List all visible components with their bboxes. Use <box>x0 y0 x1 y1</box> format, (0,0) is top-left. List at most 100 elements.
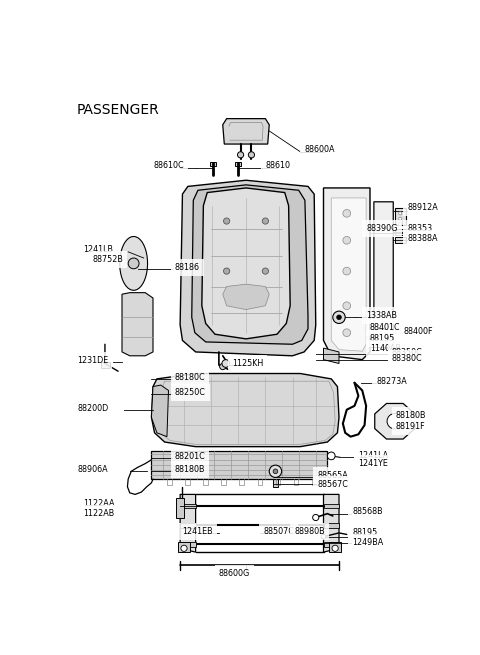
Text: 88980B: 88980B <box>294 527 324 536</box>
Polygon shape <box>180 180 316 356</box>
Polygon shape <box>180 504 196 508</box>
Text: 88610: 88610 <box>265 161 290 170</box>
Polygon shape <box>120 236 147 290</box>
Text: PASSENGER: PASSENGER <box>77 103 160 117</box>
Text: 88390G: 88390G <box>366 224 397 233</box>
Polygon shape <box>152 373 339 447</box>
Text: 88180B: 88180B <box>396 411 426 421</box>
Text: 1122AB: 1122AB <box>83 509 115 518</box>
Circle shape <box>128 258 139 269</box>
Text: 88273A: 88273A <box>376 377 407 386</box>
Text: 1122AA: 1122AA <box>83 499 115 508</box>
Polygon shape <box>152 451 327 479</box>
Text: 1125KH: 1125KH <box>232 359 264 368</box>
Text: 88752B: 88752B <box>93 255 123 264</box>
Text: 88912A: 88912A <box>407 204 438 212</box>
Text: 88600G: 88600G <box>219 569 250 578</box>
Polygon shape <box>223 284 269 310</box>
Bar <box>235 162 241 166</box>
Text: 88350C: 88350C <box>392 348 422 357</box>
Polygon shape <box>122 293 153 356</box>
Text: 88507C: 88507C <box>263 527 294 536</box>
Circle shape <box>343 210 350 217</box>
Polygon shape <box>176 498 184 517</box>
Polygon shape <box>324 348 339 364</box>
Polygon shape <box>223 119 269 144</box>
Text: 88195: 88195 <box>352 529 377 537</box>
Text: 88191F: 88191F <box>396 422 425 431</box>
Text: 88180B: 88180B <box>175 465 205 474</box>
Circle shape <box>343 302 350 310</box>
Polygon shape <box>192 185 308 345</box>
Text: 88401C: 88401C <box>370 323 401 332</box>
Text: 88186: 88186 <box>175 263 200 272</box>
Text: 88568B: 88568B <box>352 507 383 516</box>
Text: 88906A: 88906A <box>77 465 108 474</box>
Text: 88567C: 88567C <box>317 480 348 489</box>
Text: 1140AB: 1140AB <box>370 344 401 352</box>
Circle shape <box>220 364 226 369</box>
Circle shape <box>321 534 326 539</box>
Text: 88353: 88353 <box>407 224 432 233</box>
Text: 1241LB: 1241LB <box>83 245 113 254</box>
Polygon shape <box>324 188 370 360</box>
Text: 88380C: 88380C <box>392 354 422 363</box>
Polygon shape <box>374 202 393 348</box>
Text: 88180C: 88180C <box>175 373 205 382</box>
Circle shape <box>399 217 402 220</box>
Circle shape <box>238 152 244 158</box>
Polygon shape <box>324 504 339 508</box>
Text: 1231DE: 1231DE <box>77 356 108 365</box>
Polygon shape <box>324 523 339 527</box>
Text: 1241LA: 1241LA <box>359 451 388 460</box>
Polygon shape <box>324 495 339 552</box>
Bar <box>101 362 110 368</box>
Text: 1249BA: 1249BA <box>352 538 384 547</box>
Circle shape <box>181 545 187 552</box>
Circle shape <box>387 413 403 429</box>
Circle shape <box>336 315 341 320</box>
Polygon shape <box>180 523 196 527</box>
Polygon shape <box>180 542 196 547</box>
Text: 88201C: 88201C <box>175 452 205 461</box>
Text: 1241YE: 1241YE <box>359 459 388 468</box>
Circle shape <box>327 452 335 460</box>
Bar <box>210 162 216 166</box>
Text: 88610C: 88610C <box>153 161 184 170</box>
Polygon shape <box>375 403 415 439</box>
Circle shape <box>262 218 268 224</box>
Text: 1338AB: 1338AB <box>366 311 397 320</box>
Circle shape <box>333 311 345 324</box>
Bar <box>395 229 406 235</box>
Text: 88388A: 88388A <box>407 234 438 243</box>
Circle shape <box>224 268 230 274</box>
Circle shape <box>273 469 278 474</box>
Circle shape <box>399 223 402 226</box>
Polygon shape <box>180 495 196 552</box>
Circle shape <box>343 267 350 275</box>
Circle shape <box>269 465 282 477</box>
Bar <box>395 237 406 244</box>
Polygon shape <box>329 542 341 552</box>
Circle shape <box>332 545 338 552</box>
Polygon shape <box>202 188 290 339</box>
Text: 88400F: 88400F <box>403 327 433 335</box>
Text: 88600A: 88600A <box>304 145 335 154</box>
Polygon shape <box>324 542 339 547</box>
Bar <box>395 208 406 225</box>
Circle shape <box>262 268 268 274</box>
Circle shape <box>399 212 402 215</box>
Text: 88200D: 88200D <box>77 403 108 413</box>
Circle shape <box>343 329 350 337</box>
Text: 1241EB: 1241EB <box>182 527 213 536</box>
Polygon shape <box>331 198 366 351</box>
Text: 88565A: 88565A <box>317 471 348 479</box>
Bar <box>273 477 278 487</box>
Circle shape <box>222 360 230 367</box>
Text: 88195: 88195 <box>370 334 395 343</box>
Polygon shape <box>152 385 168 437</box>
Text: 88250C: 88250C <box>175 388 205 398</box>
Polygon shape <box>178 542 190 552</box>
Circle shape <box>224 218 230 224</box>
Circle shape <box>343 236 350 244</box>
